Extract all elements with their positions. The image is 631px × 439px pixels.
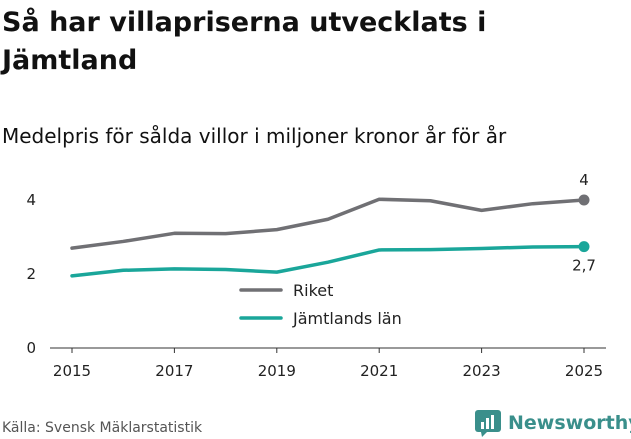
chart-subtitle: Medelpris för sålda villor i miljoner kr…: [2, 124, 507, 148]
chart-title: Så har villapriserna utvecklats i Jämtla…: [2, 7, 487, 76]
legend-label: Jämtlands län: [292, 309, 402, 328]
series-end-label: 2,7: [572, 257, 596, 275]
newsworthy-logo-icon: [475, 410, 501, 437]
brand-logo: Newsworthy: [474, 408, 631, 438]
legend-label: Riket: [293, 281, 333, 300]
legend-box: [228, 276, 420, 338]
y-tick-label: 4: [26, 191, 36, 209]
x-tick-label: 2017: [155, 362, 193, 380]
x-tick-label: 2025: [565, 362, 603, 380]
y-tick-label: 0: [26, 339, 36, 357]
brand-name: Newsworthy: [508, 412, 631, 434]
series-end-point: [578, 194, 590, 206]
x-tick-label: 2023: [463, 362, 501, 380]
line-chart: 0 2 4 2015 2017 2019 2021 2023 2025 4 2,7 Riket Jämt…: [26, 171, 606, 380]
source-note: Källa: Svensk Mäklarstatistik: [2, 420, 203, 436]
x-tick-label: 2015: [53, 362, 91, 380]
x-tick-label: 2019: [258, 362, 296, 380]
series-line: [70, 244, 586, 278]
series-line: [70, 197, 586, 250]
x-tick-label: 2021: [360, 362, 398, 380]
y-tick-label: 2: [26, 265, 36, 283]
series-end-label: 4: [579, 171, 589, 189]
series-end-point: [578, 241, 590, 253]
